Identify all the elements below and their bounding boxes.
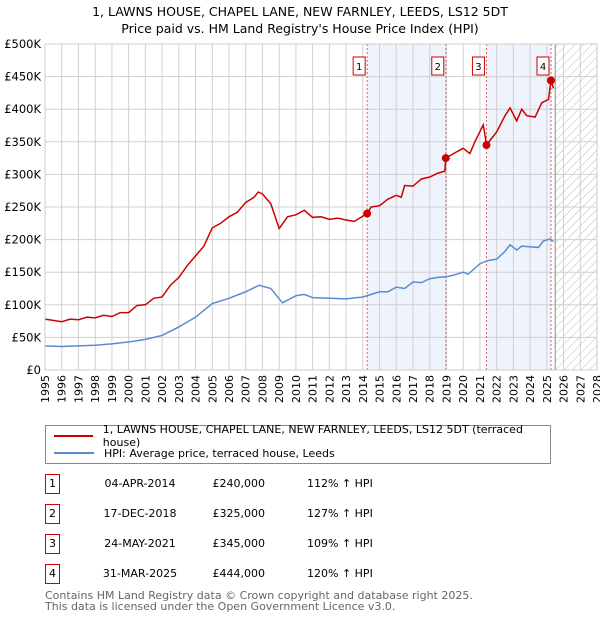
- transaction-date: 04-APR-2014: [104, 477, 176, 490]
- x-tick-label: 2012: [323, 375, 336, 403]
- legend-item-hpi: HPI: Average price, terraced house, Leed…: [54, 445, 335, 461]
- x-tick-label: 2001: [139, 375, 152, 403]
- y-tick-label: £50K: [12, 330, 42, 344]
- transaction-number: 3: [45, 534, 60, 554]
- x-tick-label: 2011: [307, 375, 320, 403]
- x-tick-label: 2008: [256, 375, 269, 403]
- x-tick-label: 2015: [374, 375, 387, 403]
- y-tick-label: £450K: [4, 70, 41, 84]
- sale-label-box: [431, 56, 445, 76]
- y-tick-label: £350K: [4, 135, 41, 149]
- sale-label: 2: [435, 62, 441, 73]
- x-tick-label: 2004: [190, 375, 203, 403]
- transaction-row: 3 24-MAY-2021 £345,000 109% ↑ HPI: [45, 534, 545, 554]
- legend-swatch-red: [54, 435, 93, 437]
- sale-point: [482, 141, 491, 150]
- x-tick-label: 2022: [491, 375, 504, 403]
- transaction-hpi: 120% ↑ HPI: [307, 567, 373, 580]
- x-tick-label: 2026: [558, 375, 571, 403]
- y-tick-label: £250K: [4, 200, 41, 214]
- transaction-number: 1: [45, 474, 60, 494]
- footer-copyright: Contains HM Land Registry data © Crown c…: [45, 589, 473, 602]
- x-tick-label: 2021: [474, 375, 487, 403]
- footer-licence: This data is licensed under the Open Gov…: [45, 600, 396, 613]
- x-tick-label: 2019: [440, 375, 453, 403]
- sale-label-box: [536, 56, 550, 76]
- x-tick-label: 2023: [507, 375, 520, 403]
- x-tick-label: 2013: [340, 375, 353, 403]
- y-tick-label: £150K: [4, 265, 41, 279]
- sale-point: [441, 154, 450, 163]
- series-line: [44, 238, 554, 348]
- x-tick-label: 2016: [390, 375, 403, 403]
- y-tick-label: £0: [26, 363, 41, 377]
- sale-label: 1: [356, 62, 362, 73]
- x-tick-label: 1996: [56, 375, 69, 403]
- transaction-price: £345,000: [212, 537, 266, 550]
- x-tick-label: 1998: [89, 375, 102, 403]
- y-tick-label: £300K: [4, 167, 41, 181]
- sale-point: [547, 76, 555, 85]
- sale-point: [363, 209, 372, 218]
- x-tick-label: 2027: [574, 375, 587, 403]
- transaction-date: 31-MAR-2025: [102, 567, 178, 580]
- y-tick-label: £200K: [4, 233, 41, 247]
- transaction-row: 1 04-APR-2014 £240,000 112% ↑ HPI: [45, 474, 545, 494]
- transaction-price: £325,000: [212, 507, 266, 520]
- y-tick-label: £100K: [4, 298, 41, 312]
- legend-swatch-blue: [54, 452, 94, 454]
- legend-item-property: 1, LAWNS HOUSE, CHAPEL LANE, NEW FARNLEY…: [54, 423, 550, 449]
- series-line: [44, 80, 555, 323]
- chart-subtitle: Price paid vs. HM Land Registry's House …: [121, 21, 479, 36]
- transaction-row: 4 31-MAR-2025 £444,000 120% ↑ HPI: [45, 564, 545, 584]
- x-tick-label: 2028: [591, 375, 600, 403]
- transaction-number: 4: [45, 564, 60, 584]
- x-tick-label: 2002: [156, 375, 169, 403]
- sale-label-box: [352, 56, 366, 76]
- transaction-number: 2: [45, 504, 60, 524]
- sale-label: 3: [475, 62, 481, 73]
- x-tick-label: 1995: [39, 375, 52, 403]
- transaction-hpi: 109% ↑ HPI: [307, 537, 373, 550]
- y-tick-label: £400K: [4, 102, 41, 116]
- x-tick-label: 2024: [524, 375, 537, 403]
- chart-title: 1, LAWNS HOUSE, CHAPEL LANE, NEW FARNLEY…: [92, 4, 508, 19]
- sale-label-box: [471, 56, 485, 76]
- x-tick-label: 2025: [541, 375, 554, 403]
- transaction-date: 24-MAY-2021: [104, 537, 176, 550]
- transaction-hpi: 112% ↑ HPI: [307, 477, 373, 490]
- x-tick-label: 2010: [290, 375, 303, 403]
- y-tick-label: £500K: [4, 37, 41, 51]
- x-tick-label: 1997: [72, 375, 85, 403]
- x-tick-label: 2007: [240, 375, 253, 403]
- legend-label: HPI: Average price, terraced house, Leed…: [104, 446, 335, 460]
- sale-label: 4: [540, 62, 546, 73]
- x-tick-label: 2006: [223, 375, 236, 403]
- price-chart: 1995 1996 1997 1998 1999 2000 2001 2002 2003 2004…: [4, 37, 600, 403]
- transaction-price: £240,000: [212, 477, 266, 490]
- x-tick-label: 2009: [273, 375, 286, 403]
- legend-label: 1, LAWNS HOUSE, CHAPEL LANE, NEW FARNLEY…: [102, 423, 523, 449]
- x-tick-label: 1999: [106, 375, 119, 403]
- legend: 1, LAWNS HOUSE, CHAPEL LANE, NEW FARNLEY…: [45, 423, 551, 464]
- x-tick-label: 2018: [424, 375, 437, 403]
- x-tick-label: 2014: [357, 375, 370, 403]
- transaction-row: 2 17-DEC-2018 £325,000 127% ↑ HPI: [45, 504, 545, 524]
- x-tick-label: 2003: [173, 375, 186, 403]
- transaction-hpi: 127% ↑ HPI: [307, 507, 373, 520]
- transaction-date: 17-DEC-2018: [103, 507, 177, 520]
- x-tick-label: 2020: [457, 375, 470, 403]
- x-tick-label: 2000: [123, 375, 136, 403]
- transaction-price: £444,000: [212, 567, 266, 580]
- plot-frame: [44, 43, 598, 371]
- x-tick-label: 2017: [407, 375, 420, 403]
- x-tick-label: 2005: [206, 375, 219, 403]
